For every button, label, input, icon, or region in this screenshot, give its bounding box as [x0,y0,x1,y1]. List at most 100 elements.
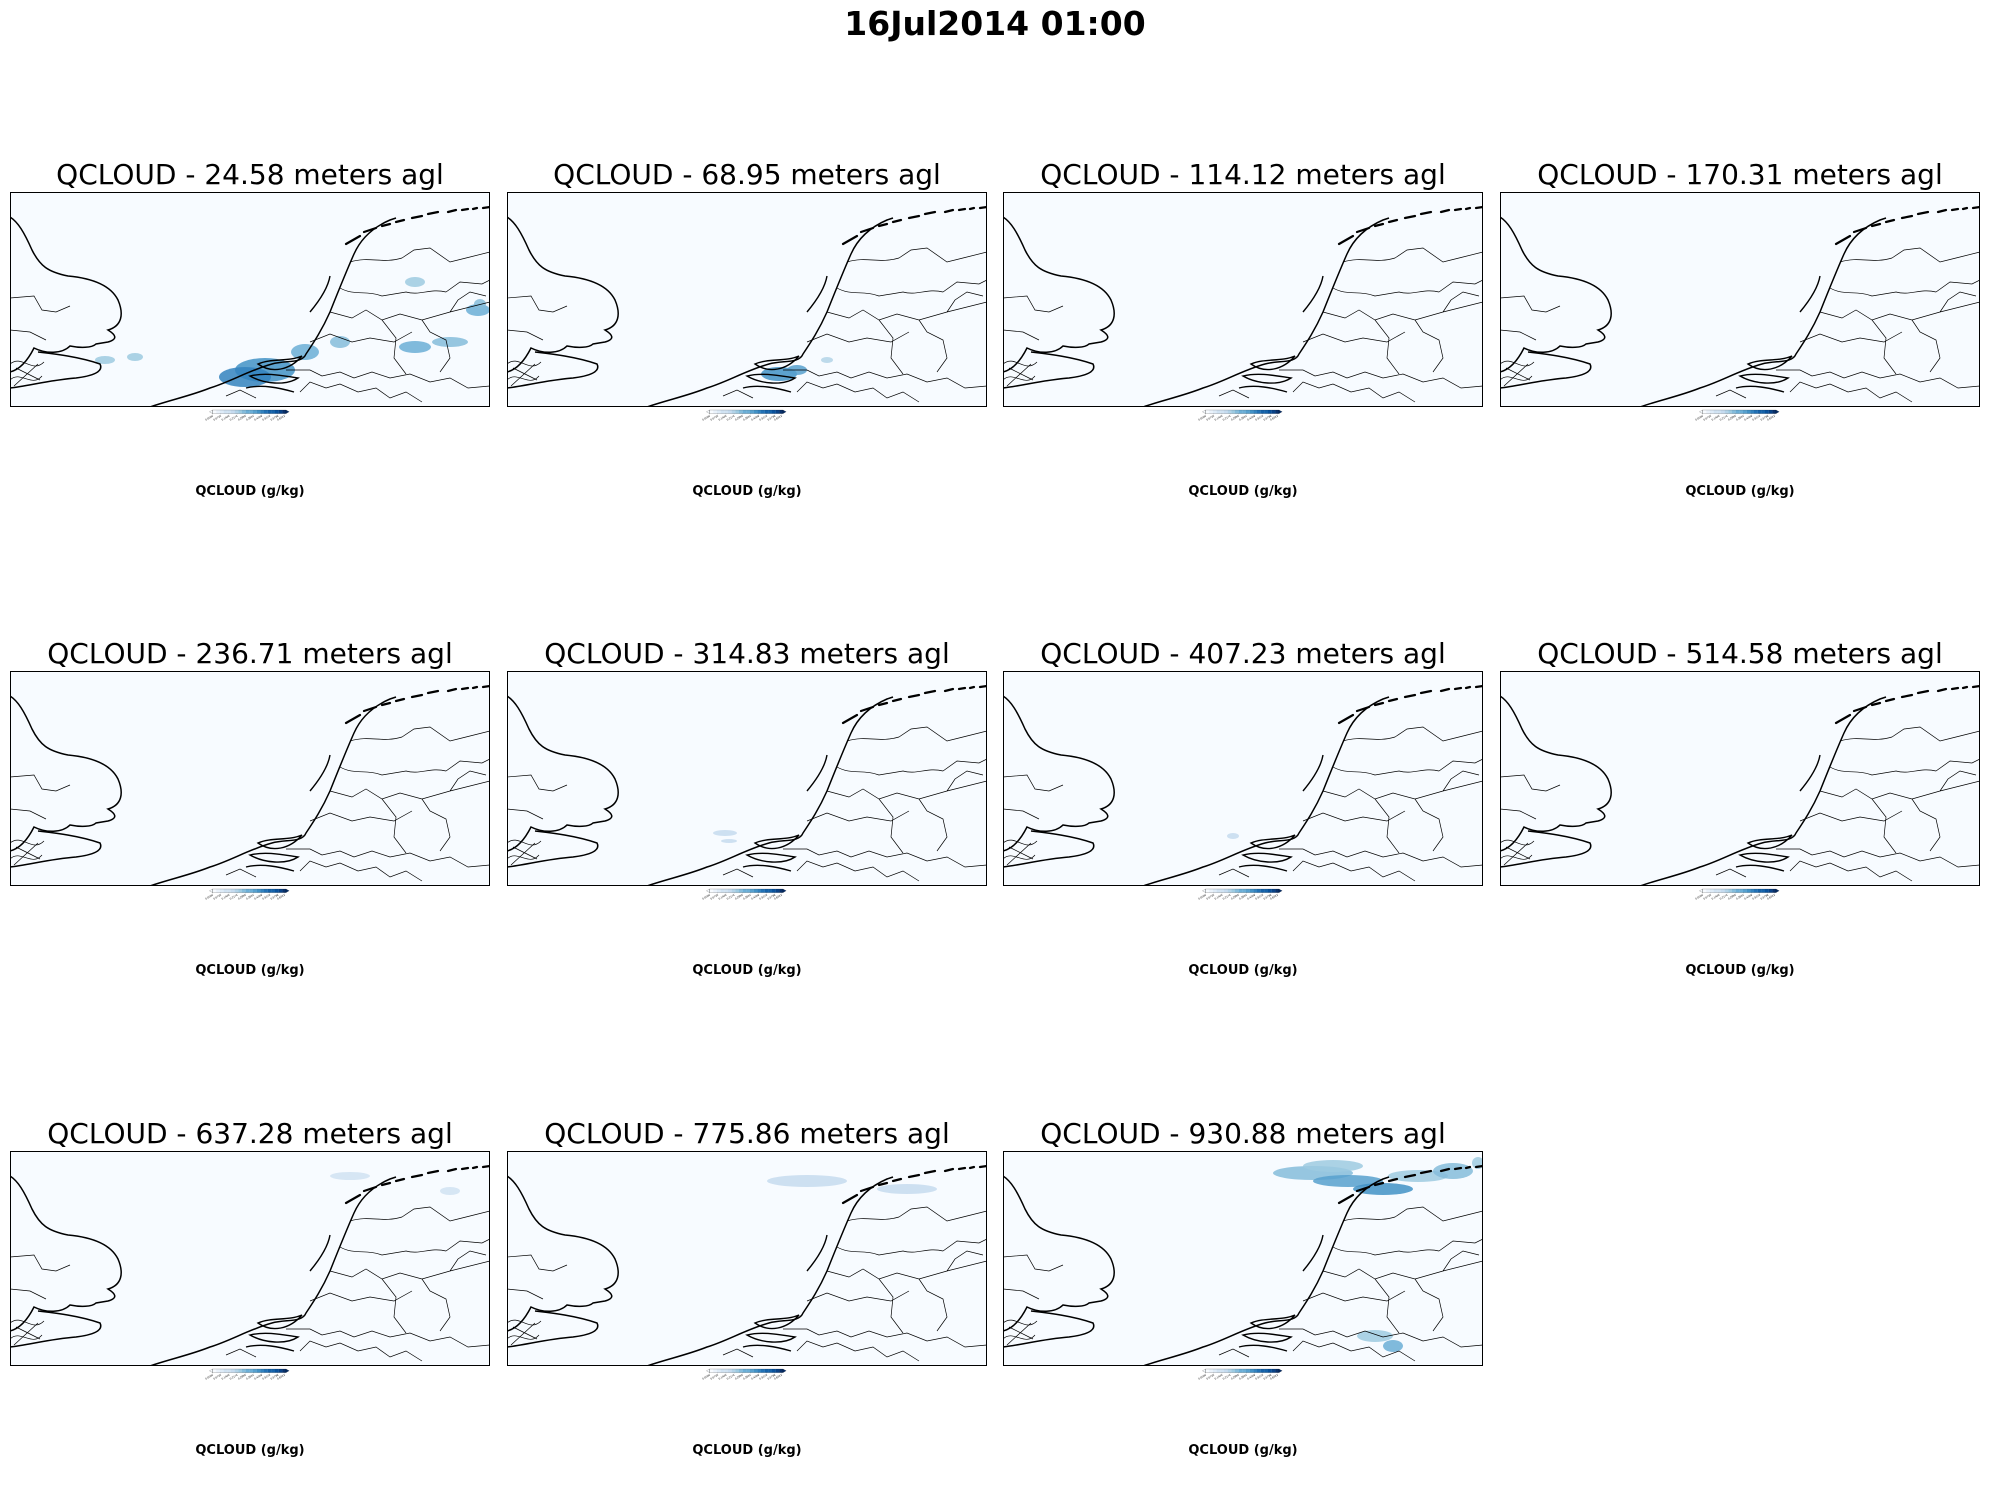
subplot-panel: QCLOUD - 775.86 meters agl 0.0000 0.0725 0.… [497,1117,997,1497]
colorbar-segment [716,410,721,414]
colorbar-extend-min [209,888,213,893]
colorbar-extend-max [782,1368,787,1373]
cloud-field [440,1187,460,1195]
colorbar-tick-label: 0.6522 [1269,893,1279,901]
colorbar-segment [219,410,224,414]
colorbar-segment [1220,1369,1225,1373]
colorbar-segment [1267,1369,1272,1373]
colorbar-segment [1209,410,1214,414]
colorbar-tick-label: 0.1449 [718,414,728,422]
colorbar-segment [1768,889,1773,893]
colorbar-segment [735,410,740,414]
colorbar-segment [749,410,754,414]
colorbar-segment [1713,410,1718,414]
colorbar-segment [1242,410,1247,414]
colorbar-tick-label: 0.0725 [709,893,719,901]
colorbar-segment [1757,889,1762,893]
panel-title: QCLOUD - 407.23 meters agl [1040,637,1446,670]
panel-title: QCLOUD - 314.83 meters agl [544,637,950,670]
colorbar-segment [709,410,714,414]
colorbar-segment [771,889,776,893]
colorbar-tick-label: 0.3624 [245,893,255,901]
colorbar-segment [1271,1369,1276,1373]
cloud-field [1353,1183,1413,1195]
panel-title: QCLOUD - 930.88 meters agl [1040,1117,1446,1150]
colorbar-segment [1731,410,1736,414]
colorbar-segment [274,1369,279,1373]
colorbar-segment [1753,410,1758,414]
colorbar-tick-label: 0.0000 [204,893,214,901]
colorbar-segment [212,410,217,414]
colorbar-segment [727,410,732,414]
colorbar-segment [1761,410,1766,414]
colorbar-segment [746,889,751,893]
colorbar-tick-label: 0.6522 [773,893,783,901]
colorbar-segment [713,1369,718,1373]
colorbar-tick-label: 0.2174 [229,893,239,901]
colorbar-label: QCLOUD (g/kg) [1188,963,1298,978]
colorbar-tick-label: 0.1449 [1711,414,1721,422]
colorbar-segment [1275,889,1280,893]
subplot-panel: QCLOUD - 314.83 meters agl 0.0000 0.0725 0.… [497,637,997,1017]
colorbar-tick-label: 0.5798 [1263,414,1273,422]
colorbar-tick-label: 0.5798 [1263,1373,1273,1381]
colorbar-tick-label: 0.5073 [1254,414,1264,422]
colorbar-segment [263,1369,268,1373]
panel-title: QCLOUD - 775.86 meters agl [544,1117,950,1150]
colorbar-segment [260,889,265,893]
colorbar-segment [742,889,747,893]
colorbar-label: QCLOUD (g/kg) [692,1443,802,1458]
colorbar-segment [230,410,235,414]
colorbar-segment [1234,889,1239,893]
colorbar-extend-min [1202,409,1206,414]
colorbar-segment [278,889,283,893]
colorbar-segment [1717,889,1722,893]
colorbar-segment [1271,889,1276,893]
colorbar-segment [764,410,769,414]
colorbar-segment [716,889,721,893]
colorbar-segment [1757,410,1762,414]
colorbar-segment [1212,889,1217,893]
colorbar-extend-min [1202,1368,1206,1373]
colorbar-extend-min [209,1368,213,1373]
colorbar-tick-label: 0.4348 [253,414,263,422]
colorbar-segment [1728,410,1733,414]
colorbar: 0.0000 0.0725 0.1449 0.2174 0.2899 0.3624 0.43… [1694,888,1780,901]
panel-title: QCLOUD - 24.58 meters agl [56,158,444,191]
colorbar-segment [267,1369,272,1373]
colorbar-extend-max [285,1368,290,1373]
colorbar-segment [238,410,243,414]
colorbar-tick-label: 0.5073 [261,414,271,422]
subplot-panel: QCLOUD - 930.88 meters agl 0.0000 0.0725 0.… [993,1117,1493,1497]
colorbar-segment [238,889,243,893]
colorbar-tick-label: 0.3624 [245,414,255,422]
colorbar-segment [1245,410,1250,414]
colorbar-segment [1205,410,1210,414]
colorbar-segment [1264,889,1269,893]
colorbar-segment [1702,410,1707,414]
qcloud-map [507,671,987,886]
colorbar-extend-min [706,409,710,414]
colorbar-segment [1260,889,1265,893]
colorbar-tick-label: 0.5798 [767,1373,777,1381]
colorbar-segment [230,1369,235,1373]
colorbar-segment [746,410,751,414]
colorbar-tick-label: 0.4348 [750,414,760,422]
colorbar-tick-label: 0.2174 [1222,893,1232,901]
colorbar-tick-label: 0.4348 [253,1373,263,1381]
qcloud-map [10,1151,490,1366]
colorbar-label: QCLOUD (g/kg) [195,963,305,978]
colorbar-segment [1223,889,1228,893]
colorbar-segment [1216,889,1221,893]
colorbar-segment [768,1369,773,1373]
colorbar-tick-label: 0.5798 [270,414,280,422]
colorbar-segment [1253,889,1258,893]
colorbar-tick-label: 0.6522 [1766,893,1776,901]
colorbar-segment [252,410,257,414]
colorbar-segment [1231,889,1236,893]
colorbar-segment [219,889,224,893]
colorbar-tick-label: 0.0725 [1205,414,1215,422]
colorbar-tick-label: 0.0000 [1694,893,1704,901]
colorbar-segment [749,1369,754,1373]
colorbar: 0.0000 0.0725 0.1449 0.2174 0.2899 0.3624 0.43… [204,888,290,901]
